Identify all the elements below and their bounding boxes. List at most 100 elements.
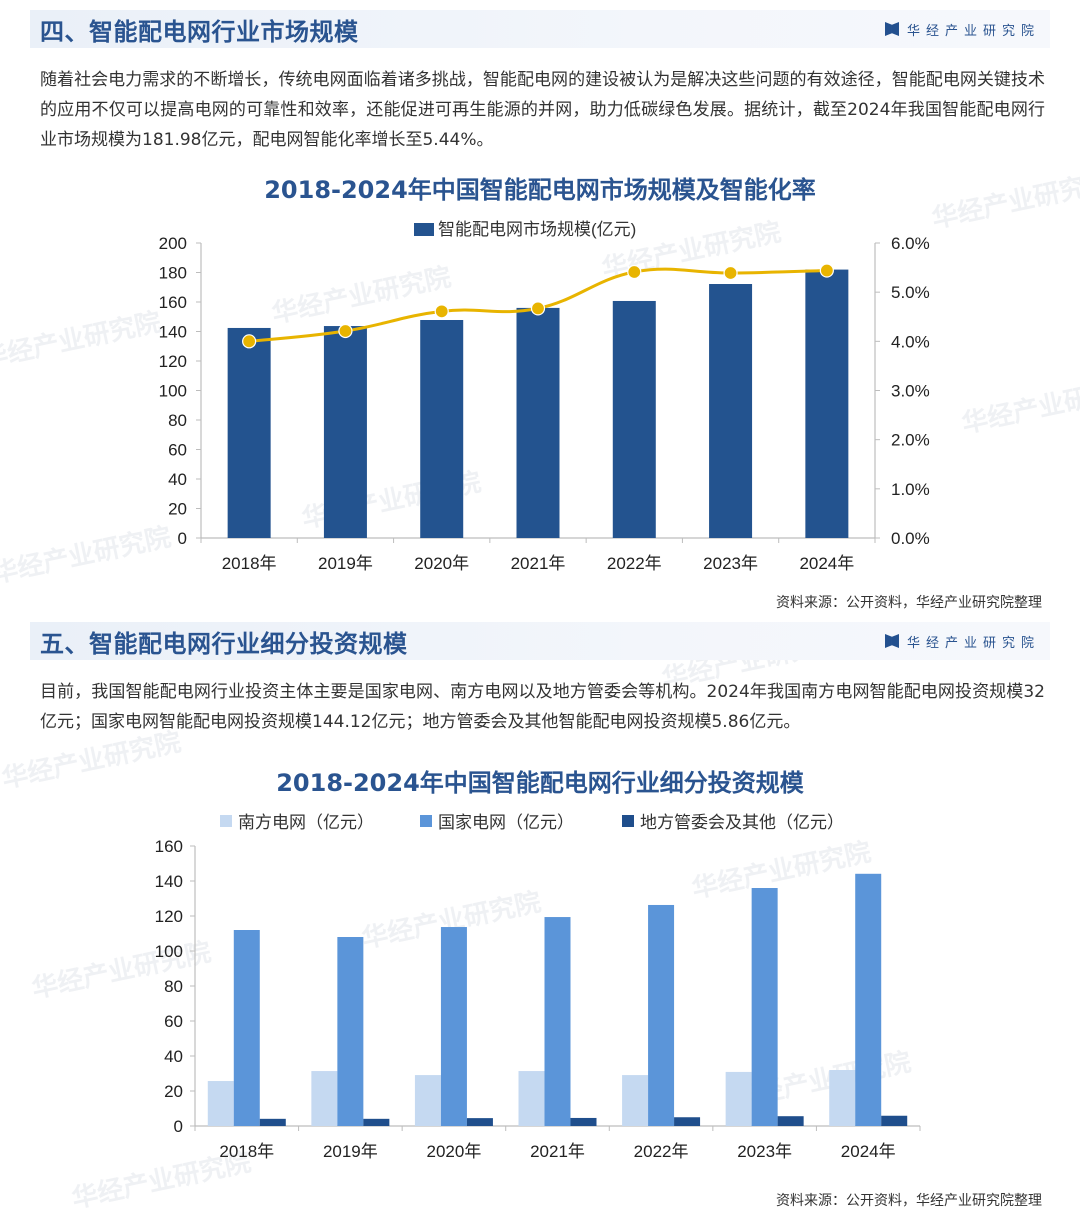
brand-name: 华经产业研究院 (906, 635, 1040, 651)
svg-text:2019年: 2019年 (323, 1142, 378, 1161)
left-axis-ticks: 0 20 40 60 80 100 120 140 160 180 200 (159, 234, 201, 548)
legend-swatch (622, 815, 634, 827)
svg-text:3.0%: 3.0% (891, 382, 930, 401)
svg-text:5.0%: 5.0% (891, 283, 930, 302)
svg-text:4.0%: 4.0% (891, 332, 930, 351)
svg-text:180: 180 (159, 264, 187, 283)
bar (233, 930, 260, 1126)
bar (259, 1118, 286, 1126)
line-marker (338, 323, 353, 339)
svg-text:6.0%: 6.0% (891, 234, 930, 253)
svg-text:0: 0 (178, 529, 187, 548)
svg-text:20: 20 (168, 500, 187, 519)
brand-logo: 华经产业研究院 (885, 632, 1040, 651)
bar (570, 1117, 597, 1126)
bar (829, 1070, 856, 1126)
bar (337, 937, 364, 1126)
line-marker (530, 301, 546, 316)
svg-text:2018年: 2018年 (222, 554, 277, 573)
bar (777, 1116, 804, 1126)
chart-2-legend: 南方电网（亿元） 国家电网（亿元） 地方管委会及其他（亿元） (220, 813, 844, 832)
svg-text:60: 60 (168, 441, 187, 460)
svg-text:200: 200 (159, 234, 187, 253)
svg-text:140: 140 (155, 872, 183, 891)
brand-logo: 华经产业研究院 (885, 20, 1040, 39)
bar (881, 1115, 908, 1126)
x-axis-labels: 2018年 2019年 2020年 2021年 2022年 2023年 2024年 (200, 538, 876, 573)
chart-1-source: 资料来源：公开资料，华经产业研究院整理 (776, 595, 1042, 611)
bar (544, 917, 571, 1126)
svg-text:0: 0 (174, 1117, 183, 1136)
bar (622, 1075, 649, 1126)
svg-text:2021年: 2021年 (530, 1142, 585, 1161)
svg-text:2019年: 2019年 (318, 554, 373, 573)
bar (440, 927, 467, 1126)
line-marker (723, 265, 738, 281)
bar (855, 873, 882, 1126)
svg-text:2023年: 2023年 (703, 554, 758, 573)
bar (516, 307, 560, 538)
right-axis-ticks: 0.0% 1.0% 2.0% 3.0% 4.0% 5.0% 6.0% (875, 234, 930, 548)
bar (674, 1117, 701, 1126)
legend-label: 国家电网（亿元） (438, 813, 574, 832)
legend-swatch-market-size (414, 223, 434, 236)
svg-text:2023年: 2023年 (737, 1142, 792, 1161)
legend-label: 南方电网（亿元） (238, 813, 374, 832)
svg-text:60: 60 (164, 1012, 183, 1031)
bar (414, 1075, 441, 1126)
bar (323, 326, 367, 538)
y-axis-ticks: 0 20 40 60 80 100 120 140 160 (155, 837, 195, 1136)
svg-text:100: 100 (159, 382, 187, 401)
chart-1-title: 2018-2024年中国智能配电网市场规模及智能化率 (264, 176, 816, 204)
chart-2-source: 资料来源：公开资料，华经产业研究院整理 (776, 1193, 1042, 1209)
svg-text:80: 80 (168, 411, 187, 430)
legend-label: 地方管委会及其他（亿元） (640, 813, 844, 832)
svg-text:2024年: 2024年 (799, 554, 854, 573)
svg-text:20: 20 (164, 1082, 183, 1101)
svg-text:2021年: 2021年 (511, 554, 566, 573)
section-4-paragraph: 随着社会电力需求的不断增长，传统电网面临着诸多挑战，智能配电网的建设被认为是解决… (40, 70, 1045, 150)
bar (420, 319, 464, 538)
section-4-header: 四、智能配电网行业市场规模 华经产业研究院 (30, 10, 1050, 48)
svg-text:160: 160 (155, 837, 183, 856)
svg-text:2.0%: 2.0% (891, 431, 930, 450)
svg-text:40: 40 (168, 470, 187, 489)
bar (227, 327, 271, 538)
svg-text:2018年: 2018年 (219, 1142, 274, 1161)
legend-label-market-size: 智能配电网市场规模(亿元) (438, 220, 636, 239)
bar (751, 888, 778, 1126)
svg-text:120: 120 (159, 352, 187, 371)
svg-text:2022年: 2022年 (634, 1142, 689, 1161)
market-size-bars (227, 269, 849, 538)
chart-2-investment: 南方电网（亿元） 国家电网（亿元） 地方管委会及其他（亿元） 0 20 40 60 80 10… (155, 813, 921, 1161)
svg-text:2022年: 2022年 (607, 554, 662, 573)
section-5-header: 五、智能配电网行业细分投资规模 华经产业研究院 (30, 622, 1050, 660)
line-marker (242, 334, 257, 349)
svg-text:40: 40 (164, 1047, 183, 1066)
book-logo-icon (885, 634, 899, 648)
section-5-title: 五、智能配电网行业细分投资规模 (40, 629, 408, 658)
intelligence-rate-markers (242, 263, 834, 349)
brand-name: 华经产业研究院 (906, 23, 1040, 39)
legend-swatch (420, 815, 432, 827)
svg-text:2020年: 2020年 (414, 554, 469, 573)
bar (518, 1071, 545, 1126)
line-marker (434, 304, 449, 319)
investment-bars (207, 873, 908, 1126)
bar (709, 284, 753, 538)
svg-text:2024年: 2024年 (841, 1142, 896, 1161)
svg-text:80: 80 (164, 977, 183, 996)
legend-swatch (220, 815, 232, 827)
section-5-paragraph: 目前，我国智能配电网行业投资主体主要是国家电网、南方电网以及地方管委会等机构。2… (40, 682, 1045, 732)
svg-text:120: 120 (155, 907, 183, 926)
chart-2-title: 2018-2024年中国智能配电网行业细分投资规模 (276, 769, 804, 797)
bar (725, 1071, 752, 1126)
bar (363, 1118, 390, 1126)
line-marker (627, 264, 642, 280)
line-marker (819, 263, 834, 278)
svg-text:0.0%: 0.0% (891, 529, 930, 548)
bar (612, 300, 656, 538)
svg-text:160: 160 (159, 293, 187, 312)
chart-1-market-size: 智能配电网市场规模(亿元) 0 20 40 60 80 100 120 140 160 180 20… (159, 220, 930, 573)
svg-text:100: 100 (155, 942, 183, 961)
